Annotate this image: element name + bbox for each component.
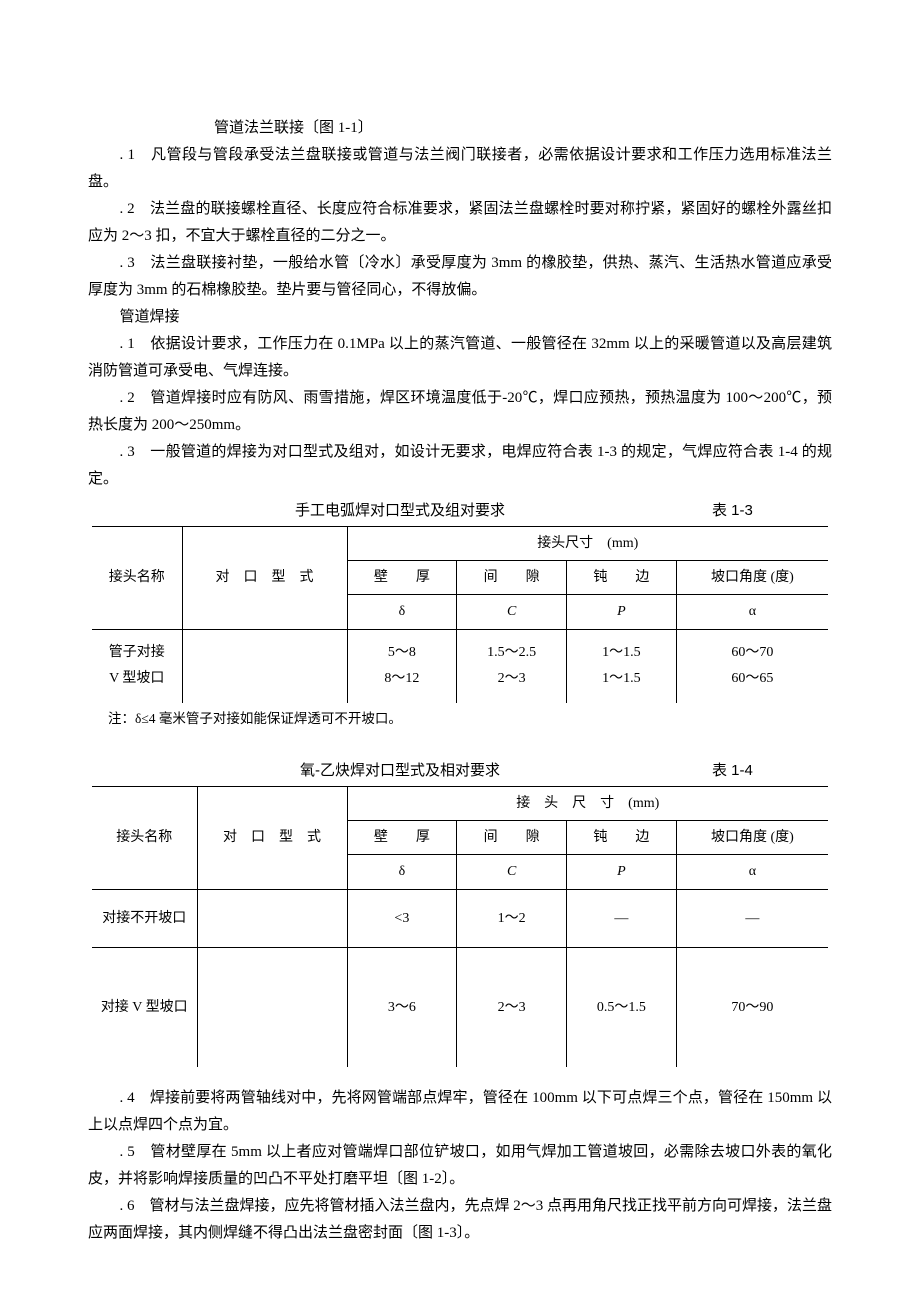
name-l1: 管子对接 (96, 640, 178, 667)
cell-type (197, 889, 347, 947)
para-b2: . 2 管道焊接时应有防风、雨雪措施，焊区环境温度低于-20℃，焊口应预热，预热… (88, 385, 832, 439)
th-group: 接 头 尺 寸 (mm) (347, 787, 828, 821)
v4-l2: 60～65 (681, 666, 824, 693)
th-thickness: 壁 厚 (347, 561, 457, 595)
heading-flange: 管道法兰联接〔图 1-1〕 (88, 115, 832, 142)
v2-l2: 2～3 (461, 666, 562, 693)
v1-l2: 8～12 (352, 666, 453, 693)
th-type: 对 口 型 式 (182, 527, 347, 630)
th-angle: 坡口角度 (度) (676, 821, 828, 855)
cell-type (182, 629, 347, 703)
para-a1: . 1 凡管段与管段承受法兰盘联接或管道与法兰阀门联接者，必需依据设计要求和工作… (88, 142, 832, 196)
para-a3: . 3 法兰盘联接衬垫，一般给水管〔冷水〕承受厚度为 3mm 的橡胶垫，供热、蒸… (88, 250, 832, 304)
th-gap: 间 隙 (457, 821, 567, 855)
th-angle: 坡口角度 (度) (676, 561, 828, 595)
table2-label: 表 1-4 (712, 757, 832, 784)
table-row: 管子对接 V 型坡口 5～8 8～12 1.5～2.5 2～3 1～1.5 1～… (92, 629, 828, 703)
sym-alpha: α (676, 595, 828, 629)
table1-wrap: 接头名称 对 口 型 式 接头尺寸 (mm) 壁 厚 间 隙 钝 边 坡口角度 … (92, 526, 828, 703)
para-b3: . 3 一般管道的焊接为对口型式及组对，如设计无要求，电焊应符合表 1-3 的规… (88, 439, 832, 493)
cell-name: 管子对接 V 型坡口 (92, 629, 182, 703)
cell-v2: 1～2 (457, 889, 567, 947)
cell-v4: 70～90 (676, 947, 828, 1067)
table-row: 对接 V 型坡口 3～6 2～3 0.5～1.5 70～90 (92, 947, 828, 1067)
cell-type (197, 947, 347, 1067)
th-edge: 钝 边 (567, 821, 677, 855)
para-b1: . 1 依据设计要求，工作压力在 0.1MPa 以上的蒸汽管道、一般管径在 32… (88, 331, 832, 385)
cell-v2: 2～3 (457, 947, 567, 1067)
cell-v4: 60～70 60～65 (676, 629, 828, 703)
cell-v4: — (676, 889, 828, 947)
table1-note: 注：δ≤4 毫米管子对接如能保证焊透可不开坡口。 (88, 703, 832, 731)
table2-title-row: 氧-乙炔焊对口型式及相对要求 表 1-4 (88, 757, 832, 784)
cell-v3: 1～1.5 1～1.5 (567, 629, 677, 703)
table1: 接头名称 对 口 型 式 接头尺寸 (mm) 壁 厚 间 隙 钝 边 坡口角度 … (92, 526, 828, 703)
th-thickness: 壁 厚 (347, 821, 457, 855)
table2: 接头名称 对 口 型 式 接 头 尺 寸 (mm) 壁 厚 间 隙 钝 边 坡口… (92, 786, 828, 1067)
para-c5: . 5 管材壁厚在 5mm 以上者应对管端焊口部位铲坡口，如用气焊加工管道坡回，… (88, 1139, 832, 1193)
cell-name: 对接不开坡口 (92, 889, 197, 947)
sym-delta: δ (347, 595, 457, 629)
cell-v2: 1.5～2.5 2～3 (457, 629, 567, 703)
table1-title: 手工电弧焊对口型式及组对要求 (88, 497, 712, 524)
cell-v3: 0.5～1.5 (567, 947, 677, 1067)
v3-l2: 1～1.5 (571, 666, 672, 693)
th-name: 接头名称 (92, 787, 197, 890)
th-type: 对 口 型 式 (197, 787, 347, 890)
cell-v1: 5～8 8～12 (347, 629, 457, 703)
th-gap: 间 隙 (457, 561, 567, 595)
cell-name: 对接 V 型坡口 (92, 947, 197, 1067)
table2-title: 氧-乙炔焊对口型式及相对要求 (88, 757, 712, 784)
table-row: 接头名称 对 口 型 式 接头尺寸 (mm) (92, 527, 828, 561)
th-edge: 钝 边 (567, 561, 677, 595)
sym-p: P (567, 855, 677, 889)
v1-l1: 5～8 (352, 640, 453, 667)
para-a2: . 2 法兰盘的联接螺栓直径、长度应符合标准要求，紧固法兰盘螺栓时要对称拧紧，紧… (88, 196, 832, 250)
cell-v3: — (567, 889, 677, 947)
v2-l1: 1.5～2.5 (461, 640, 562, 667)
sym-delta: δ (347, 855, 457, 889)
name-l2: V 型坡口 (96, 666, 178, 693)
cell-v1: <3 (347, 889, 457, 947)
table1-title-row: 手工电弧焊对口型式及组对要求 表 1-3 (88, 497, 832, 524)
sym-p: P (567, 595, 677, 629)
sym-c: C (457, 855, 567, 889)
para-c6: . 6 管材与法兰盘焊接，应先将管材插入法兰盘内，先点焊 2～3 点再用角尺找正… (88, 1193, 832, 1247)
th-name: 接头名称 (92, 527, 182, 630)
table-row: 接头名称 对 口 型 式 接 头 尺 寸 (mm) (92, 787, 828, 821)
sym-alpha: α (676, 855, 828, 889)
para-c4: . 4 焊接前要将两管轴线对中，先将网管端部点焊牢，管径在 100mm 以下可点… (88, 1085, 832, 1139)
table-row: 对接不开坡口 <3 1～2 — — (92, 889, 828, 947)
cell-v1: 3～6 (347, 947, 457, 1067)
th-group: 接头尺寸 (mm) (347, 527, 828, 561)
v4-l1: 60～70 (681, 640, 824, 667)
heading-weld: 管道焊接 (88, 304, 832, 331)
sym-c: C (457, 595, 567, 629)
table2-wrap: 接头名称 对 口 型 式 接 头 尺 寸 (mm) 壁 厚 间 隙 钝 边 坡口… (92, 786, 828, 1067)
table1-label: 表 1-3 (712, 497, 832, 524)
v3-l1: 1～1.5 (571, 640, 672, 667)
